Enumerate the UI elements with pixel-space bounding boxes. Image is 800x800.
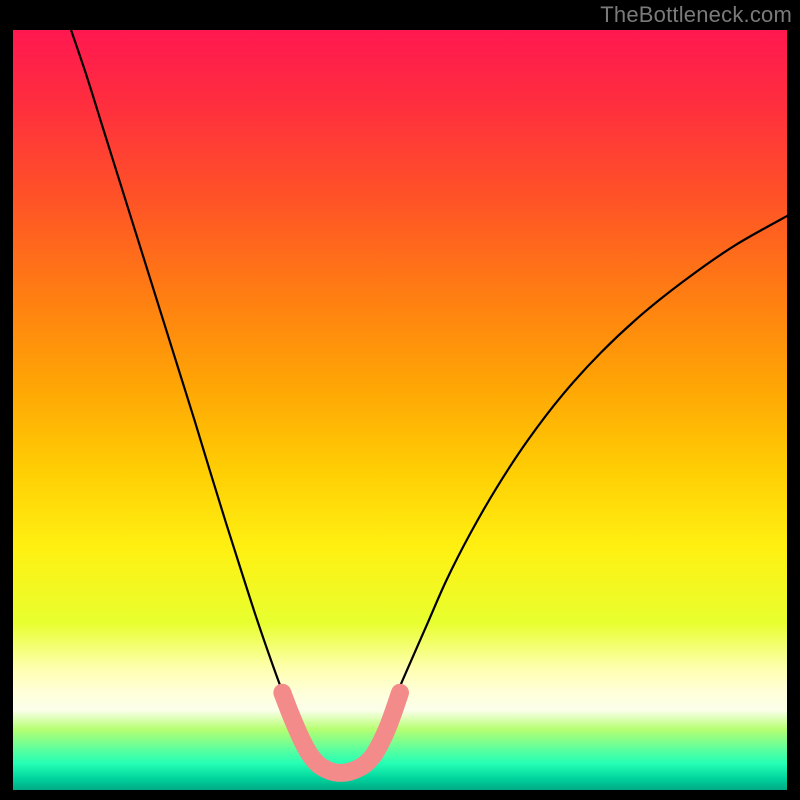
chart-frame: TheBottleneck.com xyxy=(0,0,800,800)
bottleneck-bracket xyxy=(282,693,400,773)
curve-layer xyxy=(13,30,787,790)
right-curve xyxy=(392,214,787,704)
plot-area xyxy=(13,30,787,790)
left-curve xyxy=(71,30,287,704)
watermark-label: TheBottleneck.com xyxy=(600,2,792,28)
